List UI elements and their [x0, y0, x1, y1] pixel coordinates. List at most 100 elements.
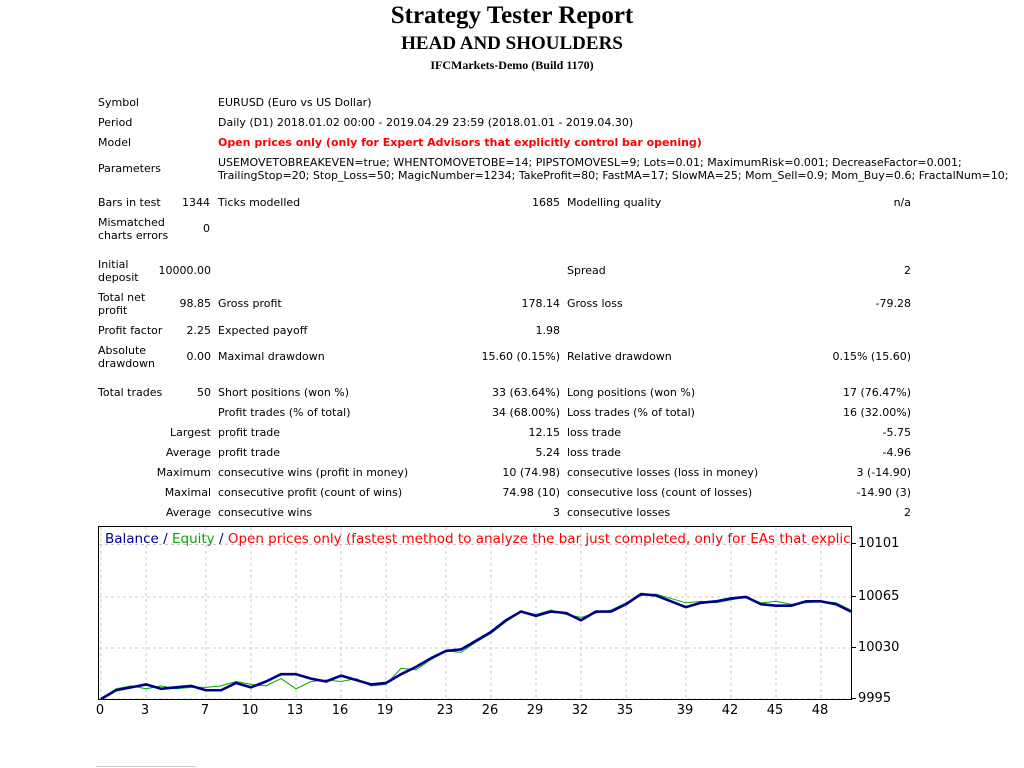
largest-profit-trade-value: 12.15: [528, 426, 561, 439]
average-label: Average: [165, 446, 211, 459]
equity-series-line: [100, 593, 851, 699]
x-tick-label: 3: [140, 703, 150, 718]
avg-consecutive-losses-value: 2: [904, 506, 911, 519]
long-positions-label: Long positions (won %): [567, 386, 696, 399]
gross-loss-value: -79.28: [875, 297, 911, 310]
gross-profit-value: 178.14: [521, 297, 561, 310]
gross-profit-label: Gross profit: [218, 297, 282, 310]
symbol-value: EURUSD (Euro vs US Dollar): [218, 96, 372, 109]
total-trades-value: 50: [197, 386, 211, 399]
x-tick-label: 7: [200, 703, 210, 718]
chart-plot: [99, 527, 851, 699]
legend-model-note: Open prices only (fastest method to anal…: [227, 531, 851, 547]
mismatch-label-2: charts errors: [98, 229, 169, 242]
x-tick-label: 13: [286, 703, 304, 718]
quality-label: Modelling quality: [567, 196, 662, 209]
y-tick-mark: [852, 646, 856, 648]
maximal-drawdown-value: 15.60 (0.15%): [481, 350, 560, 363]
avg-consecutive-wins-value: 3: [553, 506, 560, 519]
max-consecutive-losses-value: 3 (-14.90): [856, 466, 911, 479]
symbol-label: Symbol: [98, 96, 139, 109]
net-profit-value: 98.85: [179, 297, 212, 310]
loss-trades-value: 16 (32.00%): [842, 406, 911, 419]
x-tick-label: 29: [526, 703, 544, 718]
expected-payoff-value: 1.98: [535, 324, 561, 337]
ticks-value: 1685: [532, 196, 560, 209]
largest-loss-trade-value: -5.75: [882, 426, 911, 439]
largest-loss-trade-label: loss trade: [567, 426, 622, 439]
average-consecutive-label: Average: [165, 506, 211, 519]
y-tick-label: 10101: [858, 536, 900, 552]
maximal-consecutive-profit-value: 74.98 (10): [502, 486, 560, 499]
max-consecutive-wins-value: 10 (74.98): [502, 466, 560, 479]
broker-label: IFCMarkets-Demo (Build 1170): [430, 58, 594, 72]
legend-balance: Balance: [105, 531, 159, 547]
short-positions-label: Short positions (won %): [218, 386, 350, 399]
y-tick-mark: [852, 595, 856, 597]
maximal-drawdown-label: Maximal drawdown: [218, 350, 325, 363]
absolute-drawdown-value: 0.00: [186, 350, 212, 363]
report-title: Strategy Tester Report: [390, 2, 634, 29]
y-tick-mark: [852, 698, 856, 699]
model-value: Open prices only (only for Expert Adviso…: [218, 136, 702, 149]
relative-drawdown-value: 0.15% (15.60): [832, 350, 911, 363]
x-tick-label: 32: [571, 703, 589, 718]
maximal-label: Maximal: [164, 486, 211, 499]
legend-equity: Equity: [171, 531, 215, 547]
spread-value: 2: [904, 264, 911, 277]
parameters-label: Parameters: [98, 162, 161, 175]
mismatch-label-1: Mismatched: [98, 216, 165, 229]
average-profit-trade-label: profit trade: [218, 446, 281, 459]
largest-label: Largest: [170, 426, 211, 439]
x-tick-label: 45: [766, 703, 784, 718]
legend-separator-1: /: [158, 531, 172, 547]
x-tick-label: 39: [676, 703, 694, 718]
x-tick-label: 23: [436, 703, 454, 718]
short-positions-value: 33 (63.64%): [491, 386, 560, 399]
average-loss-trade-value: -4.96: [882, 446, 911, 459]
absolute-drawdown-label-1: Absolute: [98, 344, 147, 357]
deposit-label-1: Initial: [98, 258, 129, 271]
period-label: Period: [98, 116, 133, 129]
absolute-drawdown-label-2: drawdown: [98, 357, 155, 370]
net-profit-label-1: Total net: [98, 291, 146, 304]
bars-value: 1344: [182, 196, 210, 209]
x-tick-label: 0: [95, 703, 105, 718]
y-tick-label: 10030: [858, 639, 900, 655]
x-tick-label: 16: [331, 703, 349, 718]
x-tick-label: 19: [376, 703, 394, 718]
balance-series-line: [100, 592, 851, 699]
deposit-value: 10000.00: [158, 264, 212, 277]
profit-trades-value: 34 (68.00%): [491, 406, 560, 419]
chart-legend: Balance / Equity / Open prices only (fas…: [105, 531, 851, 547]
avg-consecutive-losses-label: consecutive losses: [567, 506, 671, 519]
spread-label: Spread: [567, 264, 606, 277]
maximal-consecutive-profit-label: consecutive profit (count of wins): [218, 486, 403, 499]
y-tick-mark: [852, 543, 856, 545]
average-profit-trade-value: 5.24: [535, 446, 561, 459]
maximal-consecutive-loss-label: consecutive loss (count of losses): [567, 486, 753, 499]
loss-trades-label: Loss trades (% of total): [567, 406, 695, 419]
balance-chart: Balance / Equity / Open prices only (fas…: [98, 526, 852, 700]
parameters-line-1: USEMOVETOBREAKEVEN=true; WHENTOMOVETOBE=…: [218, 156, 962, 169]
relative-drawdown-label: Relative drawdown: [567, 350, 672, 363]
x-tick-label: 35: [616, 703, 634, 718]
ticks-label: Ticks modelled: [218, 196, 301, 209]
footer-divider: [96, 766, 196, 767]
profit-factor-value: 2.25: [186, 324, 212, 337]
x-tick-label: 26: [481, 703, 499, 718]
profit-factor-label: Profit factor: [98, 324, 163, 337]
total-trades-label: Total trades: [98, 386, 163, 399]
bars-label: Bars in test: [98, 196, 161, 209]
net-profit-label-2: profit: [98, 304, 128, 317]
x-tick-label: 48: [811, 703, 829, 718]
y-tick-label: 10065: [858, 588, 900, 604]
gross-loss-label: Gross loss: [567, 297, 623, 310]
y-tick-label: 9995: [858, 691, 892, 706]
avg-consecutive-wins-label: consecutive wins: [218, 506, 313, 519]
model-label: Model: [98, 136, 132, 149]
x-tick-label: 42: [721, 703, 739, 718]
maximum-label: Maximum: [156, 466, 211, 479]
report-subtitle: HEAD AND SHOULDERS: [401, 33, 623, 54]
expected-payoff-label: Expected payoff: [218, 324, 308, 337]
